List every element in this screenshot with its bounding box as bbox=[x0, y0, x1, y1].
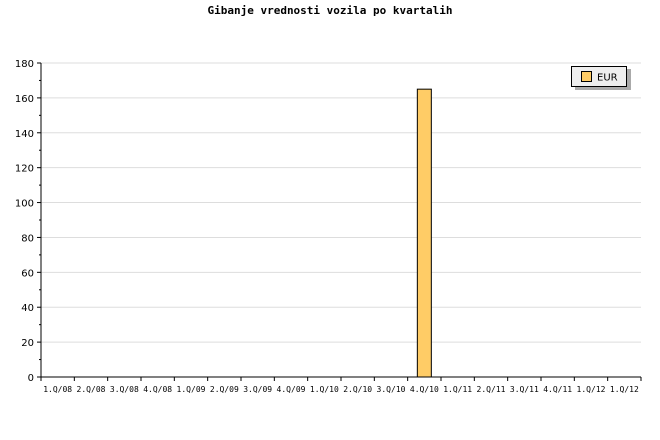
y-tick-label: 60 bbox=[21, 268, 34, 279]
x-tick-label: 1.Q/08 bbox=[43, 385, 72, 394]
chart-title: Gibanje vrednosti vozila po kvartalih bbox=[207, 4, 453, 17]
x-tick-label: 4.Q/11 bbox=[543, 385, 572, 394]
y-tick-label: 140 bbox=[15, 129, 34, 140]
y-tick-label: 100 bbox=[15, 199, 34, 210]
x-tick-label: 3.Q/08 bbox=[110, 385, 139, 394]
y-tick-label: 160 bbox=[15, 94, 34, 105]
x-tick-label: 2.Q/09 bbox=[210, 385, 239, 394]
legend-label: EUR bbox=[597, 73, 618, 84]
x-tick-label: 3.Q/09 bbox=[243, 385, 272, 394]
y-tick-label: 40 bbox=[21, 303, 34, 314]
bar bbox=[416, 88, 432, 378]
x-tick-label: 1.Q/12 bbox=[577, 385, 606, 394]
x-tick-label: 3.Q/10 bbox=[377, 385, 406, 394]
legend-swatch bbox=[581, 71, 592, 82]
x-tick-label: 2.Q/08 bbox=[77, 385, 106, 394]
x-tick-label: 2.Q/11 bbox=[477, 385, 506, 394]
y-tick-label: 80 bbox=[21, 233, 34, 244]
y-tick-label: 120 bbox=[15, 164, 34, 175]
x-tick-label: 4.Q/08 bbox=[143, 385, 172, 394]
x-tick-label: 4.Q/09 bbox=[277, 385, 306, 394]
x-tick-label: 1.Q/09 bbox=[177, 385, 206, 394]
x-tick-label: 1.Q/12 bbox=[610, 385, 639, 394]
x-tick-label: 1.Q/10 bbox=[310, 385, 339, 394]
x-tick-label: 2.Q/10 bbox=[343, 385, 372, 394]
x-tick-label: 1.Q/11 bbox=[443, 385, 472, 394]
y-tick-label: 20 bbox=[21, 338, 34, 349]
x-tick-label: 3.Q/11 bbox=[510, 385, 539, 394]
y-tick-label: 180 bbox=[15, 59, 34, 70]
x-tick-label: 4.Q/10 bbox=[410, 385, 439, 394]
y-tick-label: 0 bbox=[28, 373, 34, 384]
